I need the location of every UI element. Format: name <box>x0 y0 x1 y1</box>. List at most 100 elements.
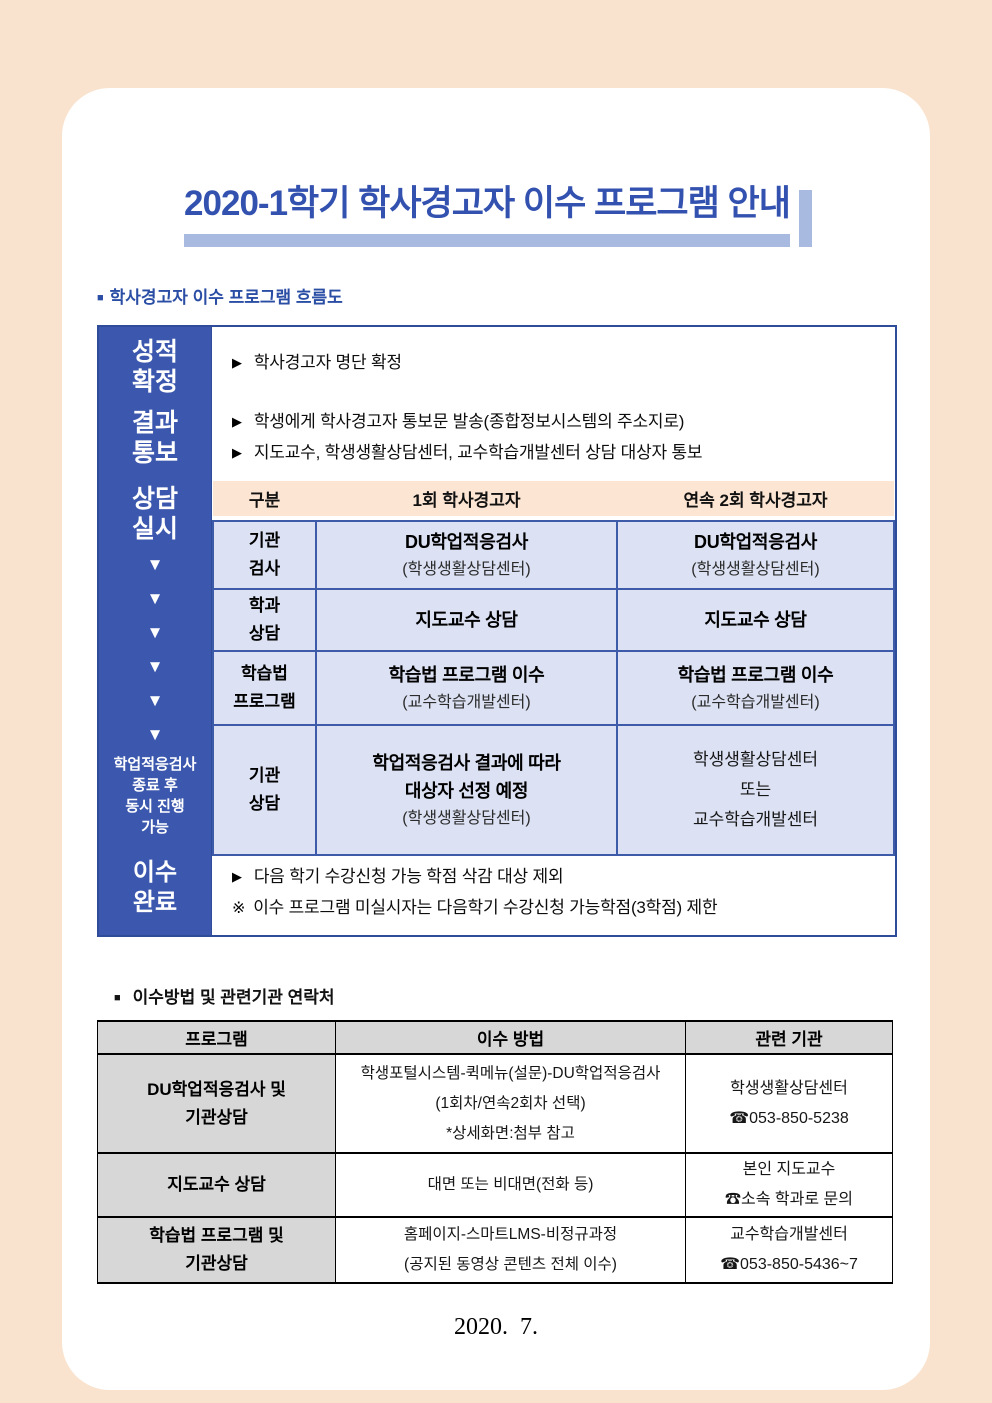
cell-sub-text: (학생생활상담센터) <box>402 809 531 827</box>
contact-header-cell: 이수 방법 <box>335 1020 686 1055</box>
cell-main-text: DU학업적응검사 <box>694 531 817 552</box>
stage-counsel-label: 상담 실시 <box>131 485 178 543</box>
document-card: 2020-1학기 학사경고자 이수 프로그램 안내 ■ 학사경고자 이수 프로그램… <box>62 88 930 1390</box>
counsel-header-cell: 구분 <box>213 481 316 516</box>
org-cell: 학생생활상담센터 ☎053-850-5238 <box>685 1053 893 1154</box>
contact-header-cell: 관련 기관 <box>685 1020 893 1055</box>
row-label-text: 학습법 프로그램 <box>233 664 296 711</box>
sidebar-note: 학업적응검사 종료 후 동시 진행 가능 <box>113 756 197 836</box>
row-label-text: 기관 상담 <box>248 766 281 813</box>
page-title: 2020-1학기 학사경고자 이수 프로그램 안내 <box>184 184 791 223</box>
counsel-cell: 지도교수 상담 <box>315 588 618 652</box>
counsel-row-learning: 학습법 프로그램 학습법 프로그램 이수 (교수학습개발센터) 학습법 프로그램… <box>212 650 895 726</box>
cell-main-text: 학업적응검사 결과에 따라 대상자 선정 예정 <box>372 752 561 801</box>
row-label-text: 기관 검사 <box>248 531 281 578</box>
program-cell: 학습법 프로그램 및 기관상담 <box>97 1216 336 1284</box>
counsel-cell: 지도교수 상담 <box>616 588 895 652</box>
cell-main-text: DU학업적응검사 <box>405 531 528 552</box>
counsel-cell: 학업적응검사 결과에 따라 대상자 선정 예정 (학생생활상담센터) <box>315 724 618 856</box>
counsel-cell: DU학업적응검사 (학생생활상담센터) <box>315 520 618 590</box>
flow-table: 성적 확정 결과 통보 상담 실시 ▼ ▼ ▼ ▼ ▼ ▼ 학업적응검사 종료 … <box>97 325 897 937</box>
triangle-bullet-icon: ▶ <box>232 414 242 429</box>
counsel-cell: 학습법 프로그램 이수 (교수학습개발센터) <box>616 650 895 726</box>
counsel-row-exam: 기관 검사 DU학업적응검사 (학생생활상담센터) DU학업적응검사 (학생생활… <box>212 520 895 590</box>
org-cell: 교수학습개발센터 ☎053-850-5436~7 <box>685 1216 893 1284</box>
flow-line: ▶ 다음 학기 수강신청 가능 학점 삭감 대상 제외 <box>232 861 895 892</box>
counsel-row-label: 기관 검사 <box>212 520 317 590</box>
cell-sub-text: (학생생활상담센터) <box>402 560 531 578</box>
method-cell: 학생포털시스템-퀵메뉴(설문)-DU학업적응검사 (1회차/연속2회차 선택) … <box>335 1053 686 1154</box>
flow-sidebar: 성적 확정 결과 통보 상담 실시 ▼ ▼ ▼ ▼ ▼ ▼ 학업적응검사 종료 … <box>99 327 212 935</box>
contact-header-cell: 프로그램 <box>97 1020 336 1055</box>
cell-sub-text: (학생생활상담센터) <box>691 560 820 578</box>
cell-plain-text: 학생생활상담센터 또는 교수학습개발센터 <box>692 750 819 829</box>
counsel-row-label: 학습법 프로그램 <box>212 650 317 726</box>
counsel-header-cell: 연속 2회 학사경고자 <box>617 481 894 516</box>
stage-complete-label: 이수 완료 <box>132 859 178 916</box>
program-cell: 지도교수 상담 <box>97 1152 336 1218</box>
complete-line-text: 이수 프로그램 미실시자는 다음학기 수강신청 가능학점(3학점) 제한 <box>253 897 718 917</box>
counsel-row-advisor: 학과 상담 지도교수 상담 지도교수 상담 <box>212 588 895 652</box>
spacer-cell <box>213 516 894 521</box>
down-arrow-icon: ▼ <box>146 725 164 744</box>
grade-row: ▶ 학사경고자 명단 확정 <box>212 327 895 398</box>
contact-header-row: 프로그램 이수 방법 관련 기관 <box>97 1020 893 1055</box>
square-bullet-icon: ■ <box>97 292 104 304</box>
stage-notice-label: 결과 통보 <box>131 409 178 467</box>
triangle-bullet-icon: ▶ <box>232 868 242 884</box>
flow-line: ※ 이수 프로그램 미실시자는 다음학기 수강신청 가능학점(3학점) 제한 <box>232 892 895 924</box>
cell-main-text: 지도교수 상담 <box>704 610 807 630</box>
flow-content: ▶ 학사경고자 명단 확정 ▶ 학생에게 학사경고자 통보문 발송(종합정보시스템의… <box>212 327 895 935</box>
org-cell: 본인 지도교수 ☎소속 학과로 문의 <box>685 1152 893 1218</box>
flow-line: ▶ 학사경고자 명단 확정 <box>232 347 895 378</box>
down-arrow-icon: ▼ <box>146 555 164 574</box>
contact-section-heading: ■ 이수방법 및 관련기관 연락처 <box>114 983 930 1008</box>
document-title-block: 2020-1학기 학사경고자 이수 프로그램 안내 <box>180 183 812 247</box>
notice-line-text: 학생에게 학사경고자 통보문 발송(종합정보시스템의 주소지로) <box>253 412 685 431</box>
row-label-text: 학과 상담 <box>248 596 281 643</box>
flow-section-heading: ■ 학사경고자 이수 프로그램 흐름도 <box>97 283 930 308</box>
method-cell: 대면 또는 비대면(전화 등) <box>335 1152 686 1218</box>
complete-row: ▶ 다음 학기 수강신청 가능 학점 삭감 대상 제외 ※ 이수 프로그램 미실시자… <box>212 849 895 935</box>
contact-row-du-exam: DU학업적응검사 및 기관상담 학생포털시스템-퀵메뉴(설문)-DU학업적응검사… <box>97 1053 893 1154</box>
notice-row: ▶ 학생에게 학사경고자 통보문 발송(종합정보시스템의 주소지로) ▶ 지도교수,… <box>212 398 895 476</box>
counsel-table-area: 구분 1회 학사경고자 연속 2회 학사경고자 기관 검사 DU학업적응검사 (… <box>212 476 895 856</box>
program-cell: DU학업적응검사 및 기관상담 <box>97 1053 336 1154</box>
cell-sub-text: (교수학습개발센터) <box>402 693 531 711</box>
triangle-bullet-icon: ▶ <box>232 445 242 460</box>
counsel-row-label: 기관 상담 <box>212 724 317 856</box>
title-area: 2020-1학기 학사경고자 이수 프로그램 안내 <box>62 88 930 247</box>
cell-main-text: 지도교수 상담 <box>415 610 518 630</box>
flow-line: ▶ 학생에게 학사경고자 통보문 발송(종합정보시스템의 주소지로) <box>232 406 895 437</box>
contact-heading-label: 이수방법 및 관련기관 연락처 <box>132 988 335 1007</box>
flow-arrows: ▼ ▼ ▼ ▼ ▼ ▼ <box>99 548 211 752</box>
cell-main-text: 학습법 프로그램 이수 <box>677 664 834 685</box>
title-underline-accent <box>184 234 790 247</box>
cell-sub-text: (교수학습개발센터) <box>691 693 820 711</box>
counsel-row-label: 학과 상담 <box>212 588 317 652</box>
counsel-header-row: 구분 1회 학사경고자 연속 2회 학사경고자 <box>213 481 894 516</box>
contact-row-learning: 학습법 프로그램 및 기관상담 홈페이지-스마트LMS-비정규과정 (공지된 동… <box>97 1216 893 1284</box>
reference-mark-icon: ※ <box>232 899 246 917</box>
down-arrow-icon: ▼ <box>146 623 164 642</box>
counsel-spacer-row <box>213 516 894 521</box>
footer-date: 2020. 7. <box>454 1314 538 1340</box>
title-side-accent <box>798 190 812 247</box>
cell-main-text: 학습법 프로그램 이수 <box>388 664 545 685</box>
method-cell: 홈페이지-스마트LMS-비정규과정 (공지된 동영상 콘텐츠 전체 이수) <box>335 1216 686 1284</box>
counsel-row-org: 기관 상담 학업적응검사 결과에 따라 대상자 선정 예정 (학생생활상담센터)… <box>212 724 895 856</box>
counsel-cell: 학생생활상담센터 또는 교수학습개발센터 <box>616 724 895 856</box>
stage-grade-label: 성적 확정 <box>131 338 178 396</box>
down-arrow-icon: ▼ <box>146 691 164 710</box>
counsel-table: 구분 1회 학사경고자 연속 2회 학사경고자 기관 검사 DU학업적응검사 (… <box>212 481 895 856</box>
contact-table: 프로그램 이수 방법 관련 기관 DU학업적응검사 및 기관상담 학생포털시스템… <box>97 1020 893 1284</box>
counsel-header-cell: 1회 학사경고자 <box>316 481 617 516</box>
complete-line-text: 다음 학기 수강신청 가능 학점 삭감 대상 제외 <box>253 866 564 886</box>
grade-line-text: 학사경고자 명단 확정 <box>253 353 402 372</box>
counsel-cell: 학습법 프로그램 이수 (교수학습개발센터) <box>315 650 618 726</box>
down-arrow-icon: ▼ <box>146 589 164 608</box>
counsel-cell: DU학업적응검사 (학생생활상담센터) <box>616 520 895 590</box>
contact-row-advisor: 지도교수 상담 대면 또는 비대면(전화 등) 본인 지도교수 ☎소속 학과로 … <box>97 1152 893 1218</box>
flow-heading-label: 학사경고자 이수 프로그램 흐름도 <box>109 288 343 307</box>
